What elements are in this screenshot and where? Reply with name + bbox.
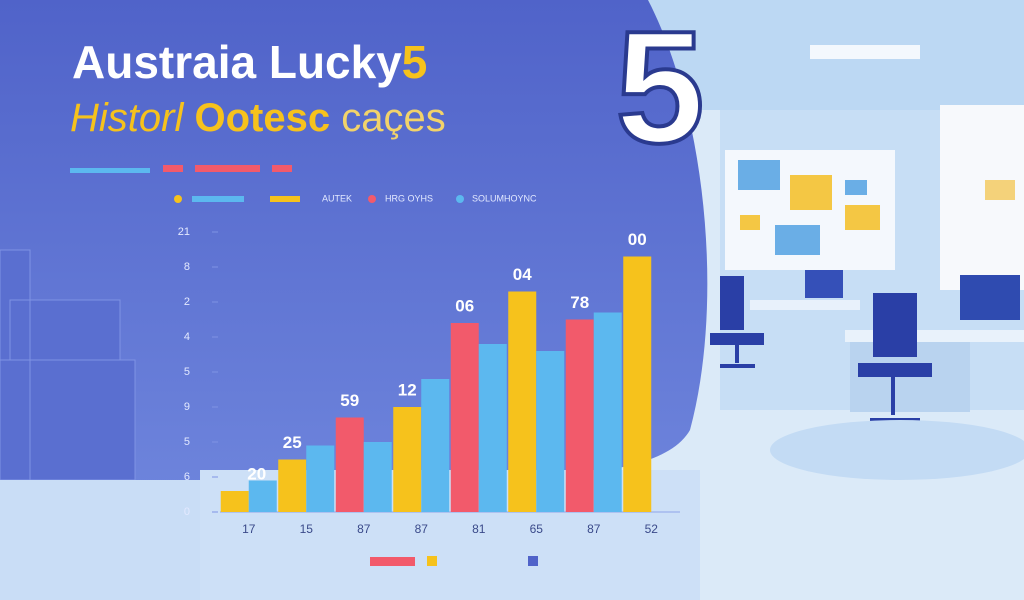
y-tick-label: 2 [184, 296, 190, 308]
bar [335, 417, 364, 512]
legend-dot [368, 195, 376, 203]
x-tick-label: 87 [415, 522, 429, 536]
board-card [775, 225, 820, 255]
x-tick-label: 81 [472, 522, 486, 536]
board-card [740, 215, 760, 230]
x-tick-label: 52 [645, 522, 659, 536]
y-tick-label: 0 [184, 506, 190, 518]
monitor [960, 275, 1020, 320]
ceiling-light [810, 45, 920, 59]
board-card [790, 175, 832, 210]
bar [593, 312, 622, 512]
legend-label: AUTEK [322, 193, 352, 203]
bar-annotation: 04 [513, 265, 532, 284]
subtitle: Historl Ootesc caçes [70, 96, 446, 140]
legend-swatch [370, 557, 415, 566]
bar [306, 445, 335, 512]
bar-annotation: 20 [247, 464, 266, 483]
dash [70, 168, 150, 173]
y-tick-label: 4 [184, 331, 190, 343]
bar [248, 480, 277, 512]
bar-annotation: 59 [340, 391, 359, 410]
y-tick-label: 21 [178, 226, 190, 238]
bar [450, 323, 479, 512]
bar [278, 459, 307, 512]
legend-label: HRG OYHS [385, 193, 433, 203]
floor-shadow [770, 420, 1024, 480]
legend-label: SOLUMHOYNC [472, 193, 537, 203]
bar [393, 407, 422, 512]
x-tick-label: 15 [300, 522, 314, 536]
x-tick-label: 17 [242, 522, 256, 536]
y-tick-label: 6 [184, 471, 190, 483]
y-tick-label: 9 [184, 401, 190, 413]
dash [163, 165, 183, 172]
x-tick-label: 87 [587, 522, 601, 536]
bottom-legend [370, 556, 538, 566]
window-note [985, 180, 1015, 200]
decor-dashes [70, 165, 292, 173]
bar [220, 491, 249, 512]
bar-annotation: 06 [455, 296, 474, 315]
legend-dot [456, 195, 464, 203]
bar-annotation: 12 [398, 380, 417, 399]
chair [710, 276, 764, 368]
monitor [805, 270, 843, 298]
title-accent: 5 [402, 36, 428, 88]
desk [750, 300, 860, 310]
big-number: 5 [616, 0, 705, 176]
y-tick-label: 5 [184, 436, 190, 448]
x-tick-label: 87 [357, 522, 371, 536]
title-main: Austraia Lucky [72, 36, 402, 88]
bar-annotation: 78 [570, 293, 589, 312]
dash [195, 165, 260, 172]
bar [421, 379, 450, 512]
board-card [845, 205, 880, 230]
dash [272, 165, 292, 172]
floor [0, 480, 230, 600]
board-card [845, 180, 867, 195]
title: Austraia Lucky5 [72, 36, 427, 88]
bar-annotation: 25 [283, 433, 302, 452]
legend-swatch [528, 556, 538, 566]
y-tick-label: 5 [184, 366, 190, 378]
bar [363, 442, 392, 512]
y-tick-label: 8 [184, 261, 190, 273]
subtitle-part: caçes [341, 96, 446, 140]
subtitle-part: Ootesc [194, 96, 330, 140]
board-card [738, 160, 780, 190]
chair [858, 293, 932, 422]
desk [845, 330, 1024, 342]
bar-annotation: 00 [628, 230, 647, 249]
legend-bar [192, 196, 244, 202]
bar [623, 256, 652, 512]
legend-bar [270, 196, 300, 202]
bar [536, 351, 565, 512]
x-tick-label: 65 [530, 522, 544, 536]
subtitle-part: Historl [70, 96, 184, 140]
bar [508, 291, 537, 512]
legend-dot [174, 195, 182, 203]
printer [0, 249, 136, 491]
legend-swatch [427, 556, 437, 566]
bar [565, 319, 594, 512]
bar [478, 344, 507, 512]
